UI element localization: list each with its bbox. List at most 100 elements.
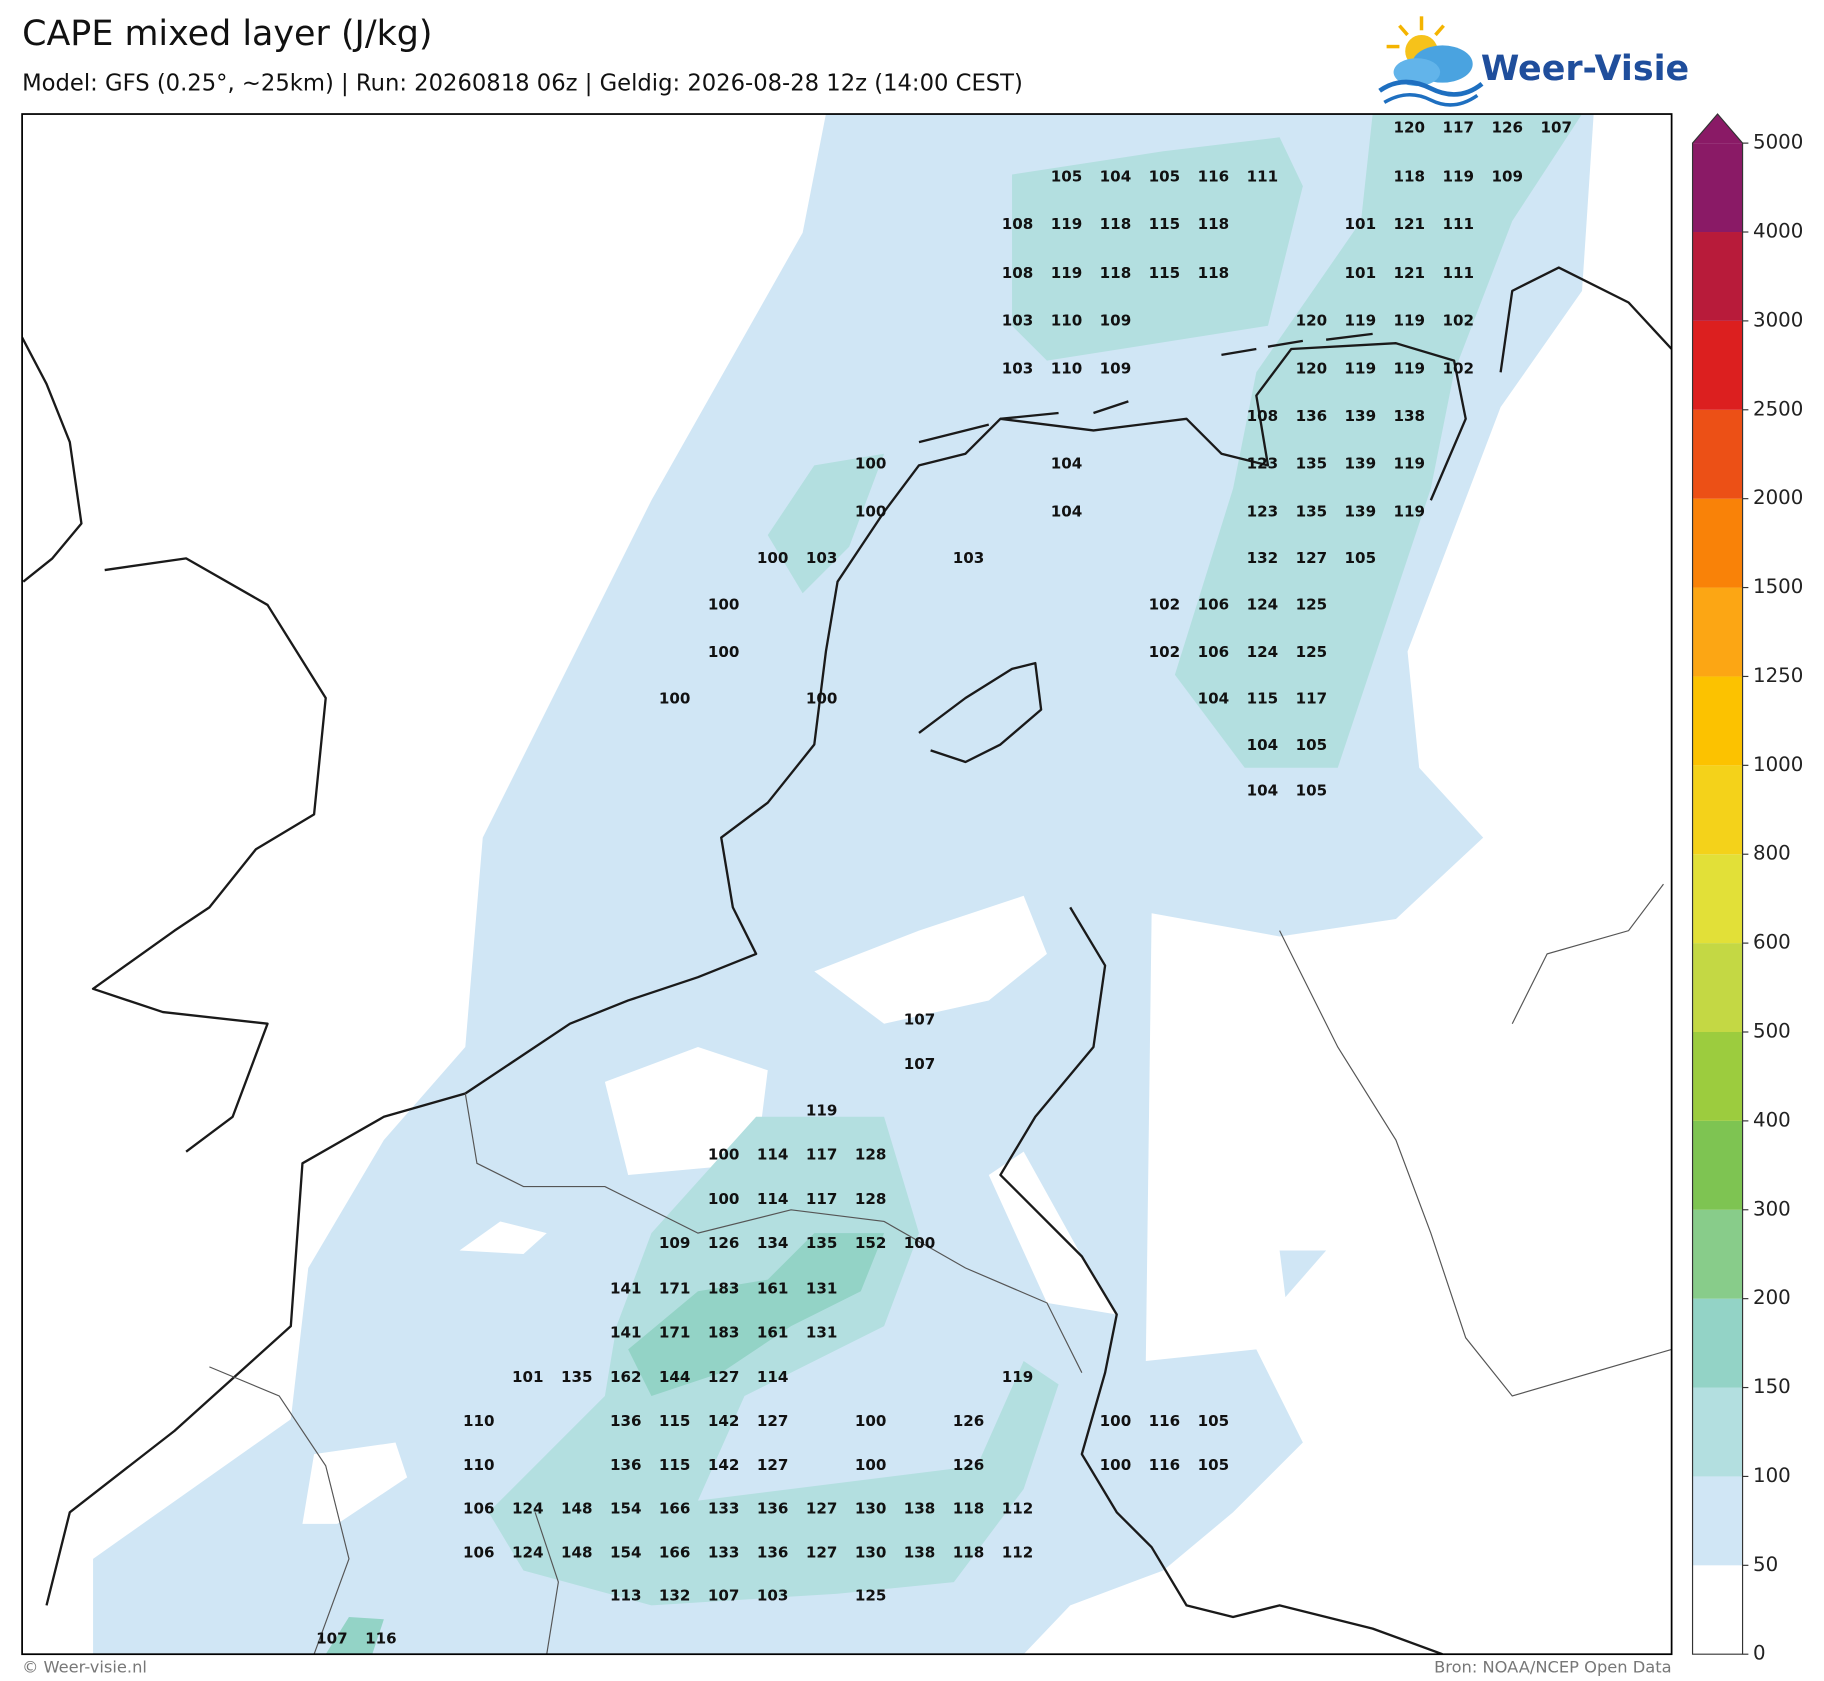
- colorbar-band: [1692, 1209, 1743, 1299]
- value-label: 127: [708, 1368, 740, 1386]
- value-label: 119: [1394, 312, 1426, 330]
- value-label: 113: [610, 1587, 642, 1605]
- value-label: 161: [757, 1324, 789, 1342]
- value-label: 124: [1247, 643, 1279, 661]
- value-label: 104: [1198, 690, 1230, 708]
- value-label: 127: [806, 1544, 838, 1562]
- value-label: 118: [1100, 215, 1132, 233]
- value-label: 139: [1345, 455, 1377, 473]
- value-label: 126: [953, 1456, 985, 1474]
- value-label: 110: [1051, 359, 1083, 377]
- value-label: 109: [659, 1234, 691, 1252]
- value-label: 136: [610, 1412, 642, 1430]
- subtitle: Model: GFS (0.25°, ~25km) | Run: 2026081…: [22, 70, 1023, 96]
- value-label: 100: [1100, 1456, 1132, 1474]
- value-label: 128: [855, 1146, 887, 1164]
- value-label: 116: [1149, 1456, 1181, 1474]
- value-label: 123: [1247, 455, 1279, 473]
- value-label: 105: [1149, 167, 1181, 185]
- value-label: 112: [1002, 1544, 1034, 1562]
- value-label: 118: [1394, 167, 1426, 185]
- value-label: 108: [1002, 215, 1034, 233]
- colorbar-tick-label: 4000: [1753, 220, 1803, 243]
- value-label: 115: [1149, 215, 1181, 233]
- value-label: 100: [708, 595, 740, 613]
- colorbar-tick-label: 1000: [1753, 753, 1803, 776]
- value-label: 104: [1051, 502, 1083, 520]
- colorbar-band: [1692, 1120, 1743, 1210]
- colorbar-band: [1692, 232, 1743, 321]
- value-label: 138: [904, 1499, 936, 1517]
- value-label: 102: [1149, 595, 1181, 613]
- value-label: 171: [659, 1279, 691, 1297]
- value-label: 119: [1442, 167, 1474, 185]
- value-label: 106: [463, 1499, 495, 1517]
- value-label: 135: [1296, 455, 1328, 473]
- value-label: 133: [708, 1544, 740, 1562]
- value-label: 119: [1394, 455, 1426, 473]
- colorbar-tick-label: 200: [1753, 1286, 1791, 1309]
- colorbar-band: [1692, 587, 1743, 677]
- colorbar-tick-label: 400: [1753, 1108, 1791, 1131]
- value-label: 111: [1442, 215, 1474, 233]
- value-label: 100: [1100, 1412, 1132, 1430]
- value-label: 103: [1002, 359, 1034, 377]
- colorbar-band: [1692, 320, 1743, 410]
- value-label: 105: [1198, 1412, 1230, 1430]
- value-label: 166: [659, 1544, 691, 1562]
- value-label: 107: [904, 1055, 936, 1073]
- value-label: 138: [1394, 407, 1426, 425]
- value-label: 101: [1345, 264, 1377, 282]
- value-label: 141: [610, 1279, 642, 1297]
- colorbar-tick-label: 5000: [1753, 131, 1803, 154]
- value-label: 133: [708, 1499, 740, 1517]
- value-label: 125: [855, 1587, 887, 1605]
- value-label: 116: [365, 1630, 397, 1648]
- value-label: 114: [757, 1146, 789, 1164]
- value-label: 120: [1296, 312, 1328, 330]
- title: CAPE mixed layer (J/kg): [22, 14, 432, 54]
- value-label: 102: [1442, 359, 1474, 377]
- value-label: 166: [659, 1499, 691, 1517]
- value-label: 141: [610, 1324, 642, 1342]
- value-label: 110: [463, 1456, 495, 1474]
- value-label: 116: [1198, 167, 1230, 185]
- value-label: 132: [659, 1587, 691, 1605]
- value-label: 101: [1345, 215, 1377, 233]
- value-label: 118: [1198, 264, 1230, 282]
- value-label: 127: [757, 1456, 789, 1474]
- value-label: 115: [1149, 264, 1181, 282]
- value-label: 130: [855, 1499, 887, 1517]
- colorbar-outline: [1691, 113, 1744, 1655]
- colorbar-tick-label: 800: [1753, 842, 1791, 865]
- value-label: 125: [1296, 595, 1328, 613]
- value-label: 144: [659, 1368, 691, 1386]
- value-label: 139: [1345, 502, 1377, 520]
- colorbar-band: [1692, 1298, 1743, 1388]
- value-label: 100: [855, 1412, 887, 1430]
- value-label: 109: [1491, 167, 1523, 185]
- value-label: 127: [1296, 549, 1328, 567]
- value-label: 118: [1198, 215, 1230, 233]
- value-label: 127: [757, 1412, 789, 1430]
- value-label: 105: [1296, 782, 1328, 800]
- value-label: 116: [1149, 1412, 1181, 1430]
- value-label: 120: [1296, 359, 1328, 377]
- colorbar-band: [1692, 1476, 1743, 1566]
- footer-right: Bron: NOAA/NCEP Open Data: [1434, 1658, 1672, 1677]
- value-label: 115: [1247, 690, 1279, 708]
- value-label: 108: [1002, 264, 1034, 282]
- value-label: 131: [806, 1324, 838, 1342]
- value-label: 117: [806, 1146, 838, 1164]
- colorbar-band: [1692, 676, 1743, 766]
- value-label: 109: [1100, 359, 1132, 377]
- value-label: 148: [561, 1544, 593, 1562]
- colorbar-extension: [1692, 114, 1743, 144]
- value-label: 136: [610, 1456, 642, 1474]
- colorbar-tick-label: 0: [1753, 1642, 1766, 1665]
- value-label: 100: [855, 502, 887, 520]
- value-label: 119: [1345, 359, 1377, 377]
- colorbar-band: [1692, 1565, 1743, 1655]
- value-label: 138: [904, 1544, 936, 1562]
